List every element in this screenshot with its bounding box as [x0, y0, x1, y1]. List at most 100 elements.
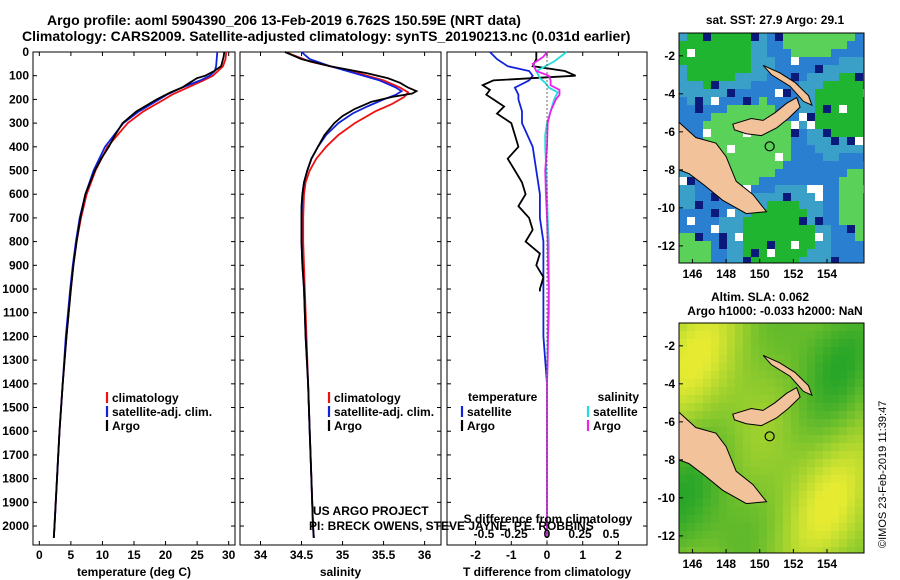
map-cell [751, 387, 759, 395]
map-cell [847, 355, 855, 363]
map-cell [807, 515, 815, 523]
map-cell [719, 121, 727, 129]
x-tick-label: 5 [68, 548, 75, 562]
map-cell [791, 241, 799, 249]
map-cell [855, 145, 863, 153]
map-cell [775, 507, 783, 515]
map-y-tick-label: -4 [664, 87, 675, 101]
map-cell [783, 483, 791, 491]
map-cell [855, 49, 863, 57]
map-cell [767, 201, 775, 209]
map-cell [823, 145, 831, 153]
map-cell [831, 339, 839, 347]
map-cell [687, 387, 695, 395]
map-cell [735, 57, 743, 65]
y-tick-label: 1800 [2, 472, 29, 486]
map-cell [695, 185, 703, 193]
map-cell [767, 347, 775, 355]
profile-location-marker [764, 431, 775, 442]
map-cell [767, 515, 775, 523]
map-cell [823, 57, 831, 65]
map-cell [719, 491, 727, 499]
map-cell [735, 89, 743, 97]
map-cell [839, 355, 847, 363]
map-cell [791, 491, 799, 499]
map-cell [799, 339, 807, 347]
map-cell [783, 323, 791, 331]
map-cell [767, 363, 775, 371]
map-cell [791, 475, 799, 483]
map-cell [783, 459, 791, 467]
map-cell [775, 483, 783, 491]
map-cell [783, 451, 791, 459]
map-cell [855, 73, 863, 81]
map-cell [695, 531, 703, 539]
map-cell [831, 515, 839, 523]
map-cell [719, 73, 727, 81]
map-cell [695, 49, 703, 57]
map-cell [735, 427, 743, 435]
map-cell [743, 403, 751, 411]
legend-label: satellite-adj. clim. [334, 405, 434, 419]
map-cell [839, 121, 847, 129]
map-cell [727, 33, 735, 41]
y-tick-label: 1300 [2, 353, 29, 367]
map-cell [703, 475, 711, 483]
map-cell [759, 33, 767, 41]
map-cell [711, 137, 719, 145]
map-cell [751, 41, 759, 49]
map-cell [839, 217, 847, 225]
map-cell [751, 33, 759, 41]
map-cell [791, 467, 799, 475]
map-cell [703, 355, 711, 363]
map-cell [759, 153, 767, 161]
map-cell [791, 523, 799, 531]
map-cell [807, 499, 815, 507]
map-cell [807, 419, 815, 427]
map-cell [743, 257, 751, 263]
map-cell [735, 177, 743, 185]
map-cell [711, 347, 719, 355]
map-cell [855, 105, 863, 113]
map-cell [831, 81, 839, 89]
map-cell [775, 379, 783, 387]
map-cell [751, 145, 759, 153]
map-cell [727, 411, 735, 419]
map-cell [775, 249, 783, 257]
map-cell [695, 89, 703, 97]
map-cell [839, 515, 847, 523]
map-cell [767, 129, 775, 137]
map-cell [847, 73, 855, 81]
map-cell [775, 387, 783, 395]
map-cell [727, 153, 735, 161]
map-cell [703, 515, 711, 523]
map-cell [719, 113, 727, 121]
map-cell [695, 41, 703, 49]
map-cell [775, 137, 783, 145]
map-cell [767, 419, 775, 427]
map-cell [847, 209, 855, 217]
map-cell [847, 379, 855, 387]
map-cell [791, 225, 799, 233]
map-cell [743, 161, 751, 169]
map-cell [711, 507, 719, 515]
map-cell [695, 339, 703, 347]
map-cell [855, 129, 863, 137]
map-cell [711, 49, 719, 57]
map-cell [775, 531, 783, 539]
map-cell [735, 499, 743, 507]
map-cell [727, 57, 735, 65]
map-cell [783, 217, 791, 225]
map-cell [807, 233, 815, 241]
map-cell [743, 451, 751, 459]
map-cell [719, 379, 727, 387]
map-cell [687, 57, 695, 65]
map-cell [815, 467, 823, 475]
map-cell [815, 411, 823, 419]
map-cell [703, 539, 711, 547]
map-cell [687, 355, 695, 363]
x-tick-label: 15 [127, 548, 141, 562]
map-cell [847, 483, 855, 491]
y-tick-label: 1200 [2, 329, 29, 343]
